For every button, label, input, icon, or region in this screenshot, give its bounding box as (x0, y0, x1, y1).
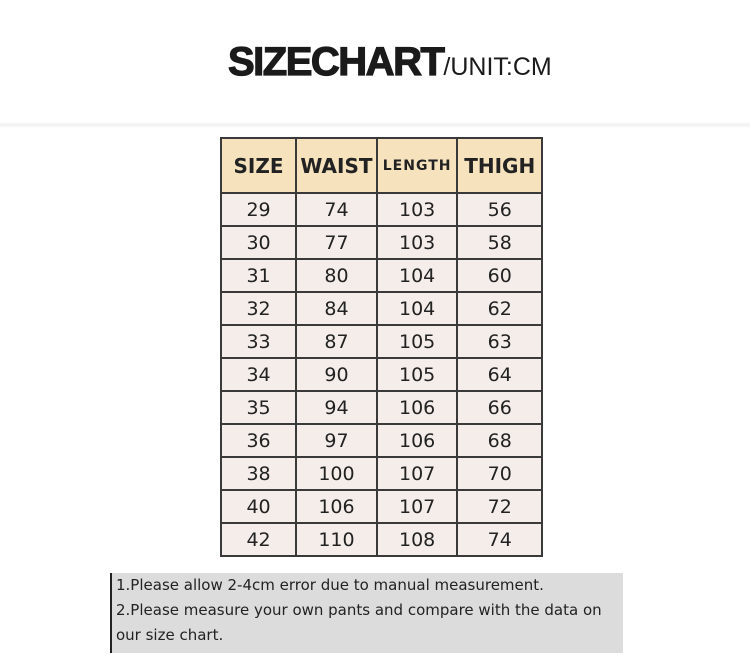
size-table: SIZE WAIST LENGTH THIGH 29 74 103 56 30 77 103… (219, 137, 543, 557)
header-row: SIZE WAIST LENGTH THIGH (219, 137, 543, 194)
cell-waist: 100 (295, 456, 378, 491)
cell-size: 34 (219, 357, 298, 392)
cell-thigh: 60 (456, 258, 543, 293)
cell-waist: 74 (295, 192, 378, 227)
cell-length: 107 (375, 456, 459, 491)
cell-thigh: 66 (456, 390, 543, 425)
cell-size: 40 (219, 489, 298, 524)
table-row: 42 110 108 74 (219, 522, 543, 557)
cell-length: 104 (375, 258, 459, 293)
notes-box: 1.Please allow 2-4cm error due to manual… (110, 573, 623, 653)
table-row: 29 74 103 56 (219, 192, 543, 227)
cell-length: 106 (375, 423, 459, 458)
cell-thigh: 72 (456, 489, 543, 524)
cell-length: 103 (375, 225, 459, 260)
cell-size: 42 (219, 522, 298, 557)
cell-size: 38 (219, 456, 298, 491)
table-row: 31 80 104 60 (219, 258, 543, 293)
title-main: SIZECHART (227, 39, 445, 84)
cell-thigh: 68 (456, 423, 543, 458)
cell-thigh: 74 (456, 522, 543, 557)
header-length: LENGTH (375, 137, 459, 194)
cell-waist: 80 (295, 258, 378, 293)
cell-waist: 87 (295, 324, 378, 359)
cell-size: 32 (219, 291, 298, 326)
table-row: 34 90 105 64 (219, 357, 543, 392)
cell-size: 36 (219, 423, 298, 458)
size-chart-title: SIZECHART/UNIT:CM (227, 39, 552, 85)
cell-size: 29 (219, 192, 298, 227)
table-row: 36 97 106 68 (219, 423, 543, 458)
table-row: 38 100 107 70 (219, 456, 543, 491)
cell-thigh: 58 (456, 225, 543, 260)
cell-thigh: 62 (456, 291, 543, 326)
header-waist: WAIST (295, 137, 378, 194)
cell-waist: 97 (295, 423, 378, 458)
cell-waist: 90 (295, 357, 378, 392)
table-row: 30 77 103 58 (219, 225, 543, 260)
table-row: 32 84 104 62 (219, 291, 543, 326)
cell-length: 105 (375, 324, 459, 359)
table-row: 33 87 105 63 (219, 324, 543, 359)
note-1: 1.Please allow 2-4cm error due to manual… (116, 576, 544, 594)
cell-length: 106 (375, 390, 459, 425)
cell-thigh: 56 (456, 192, 543, 227)
divider (0, 122, 750, 128)
cell-size: 30 (219, 225, 298, 260)
cell-waist: 110 (295, 522, 378, 557)
header-thigh: THIGH (456, 137, 543, 194)
title-unit: /UNIT:CM (443, 53, 552, 81)
cell-waist: 77 (295, 225, 378, 260)
cell-thigh: 64 (456, 357, 543, 392)
cell-waist: 106 (295, 489, 378, 524)
cell-thigh: 70 (456, 456, 543, 491)
table-row: 40 106 107 72 (219, 489, 543, 524)
cell-waist: 84 (295, 291, 378, 326)
cell-waist: 94 (295, 390, 378, 425)
cell-size: 33 (219, 324, 298, 359)
cell-thigh: 63 (456, 324, 543, 359)
cell-size: 31 (219, 258, 298, 293)
cell-length: 107 (375, 489, 459, 524)
table-row: 35 94 106 66 (219, 390, 543, 425)
header-size: SIZE (219, 137, 298, 194)
cell-length: 105 (375, 357, 459, 392)
cell-size: 35 (219, 390, 298, 425)
note-2: 2.Please measure your own pants and comp… (116, 601, 602, 644)
cell-length: 103 (375, 192, 459, 227)
cell-length: 108 (375, 522, 459, 557)
cell-length: 104 (375, 291, 459, 326)
